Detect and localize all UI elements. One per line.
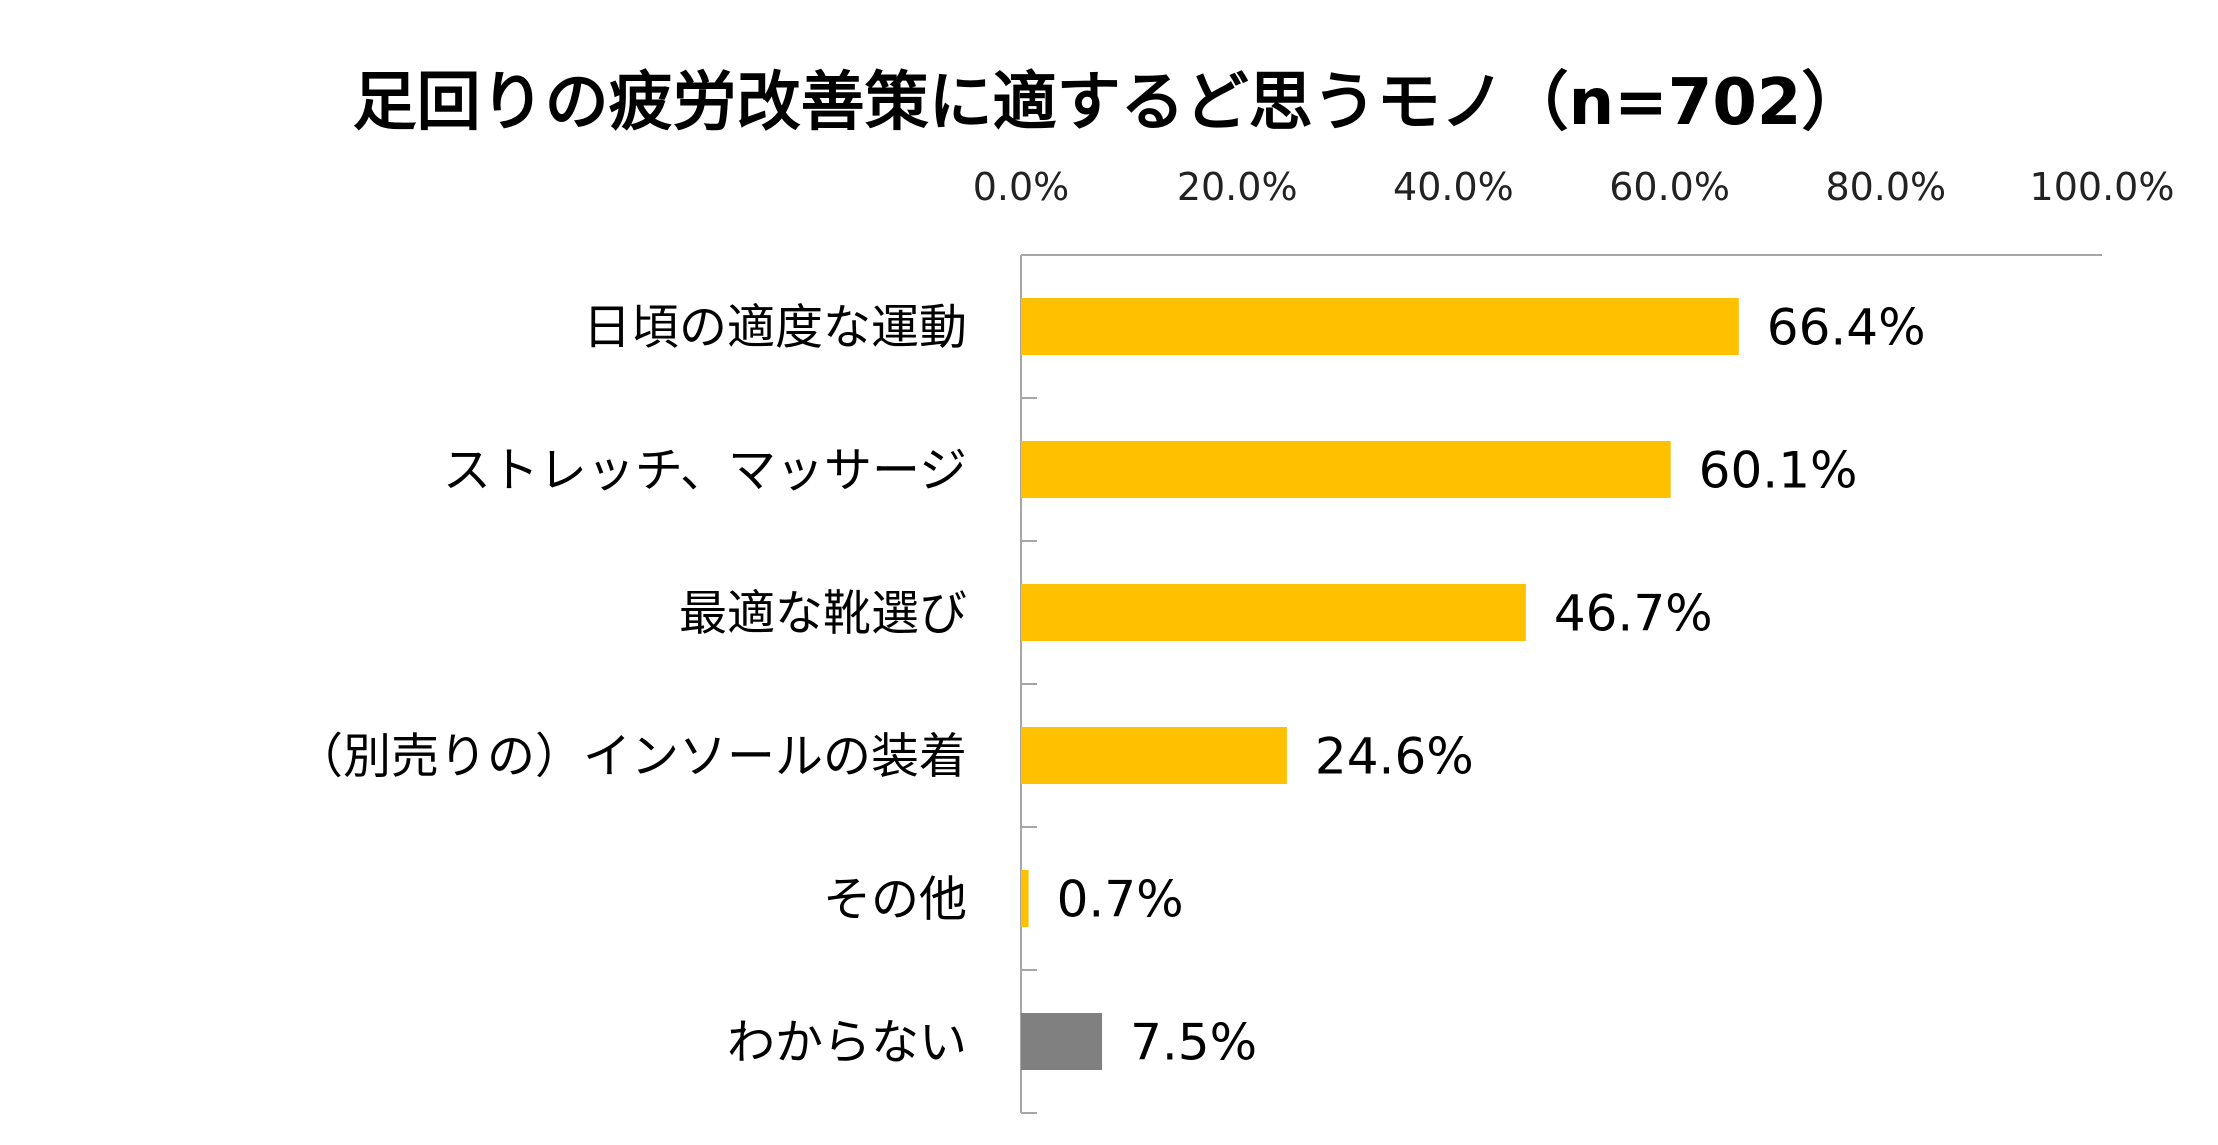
category-label: 日頃の適度な運動 [583, 300, 967, 356]
x-axis-ticks: 0.0% 20.0% 40.0% 60.0% 80.0% 100.0% [973, 165, 2175, 209]
x-tick-label: 40.0% [1393, 165, 1514, 209]
data-labels: 66.4% 60.1% 46.7% 24.6% 0.7% 7.5% [1057, 299, 1926, 1072]
axes [1020, 254, 2102, 1114]
bar [1021, 441, 1671, 498]
x-tick-label: 100.0% [2030, 165, 2175, 209]
chart-title: 足回りの疲労改善策に適するど思うモノ（n=702） [353, 66, 1866, 140]
data-label: 60.1% [1699, 442, 1858, 500]
category-label: 最適な靴選び [679, 586, 967, 642]
category-label: ストレッチ、マッサージ [443, 443, 967, 499]
data-label: 66.4% [1767, 299, 1926, 357]
data-label: 7.5% [1130, 1014, 1257, 1072]
bar [1021, 1013, 1103, 1070]
x-tick-label: 0.0% [973, 165, 1070, 209]
bar [1021, 870, 1029, 927]
data-label: 0.7% [1057, 871, 1184, 929]
bar [1021, 727, 1287, 784]
x-tick-label: 60.0% [1609, 165, 1730, 209]
bars [1021, 298, 1739, 1070]
category-label: （別売りの）インソールの装着 [295, 729, 967, 785]
bar [1021, 298, 1739, 355]
x-tick-label: 80.0% [1825, 165, 1946, 209]
data-label: 46.7% [1554, 585, 1713, 643]
bar [1021, 584, 1526, 641]
x-tick-label: 20.0% [1177, 165, 1298, 209]
category-label: わからない [727, 1015, 967, 1071]
category-label: その他 [823, 872, 967, 928]
data-label: 24.6% [1315, 728, 1474, 786]
